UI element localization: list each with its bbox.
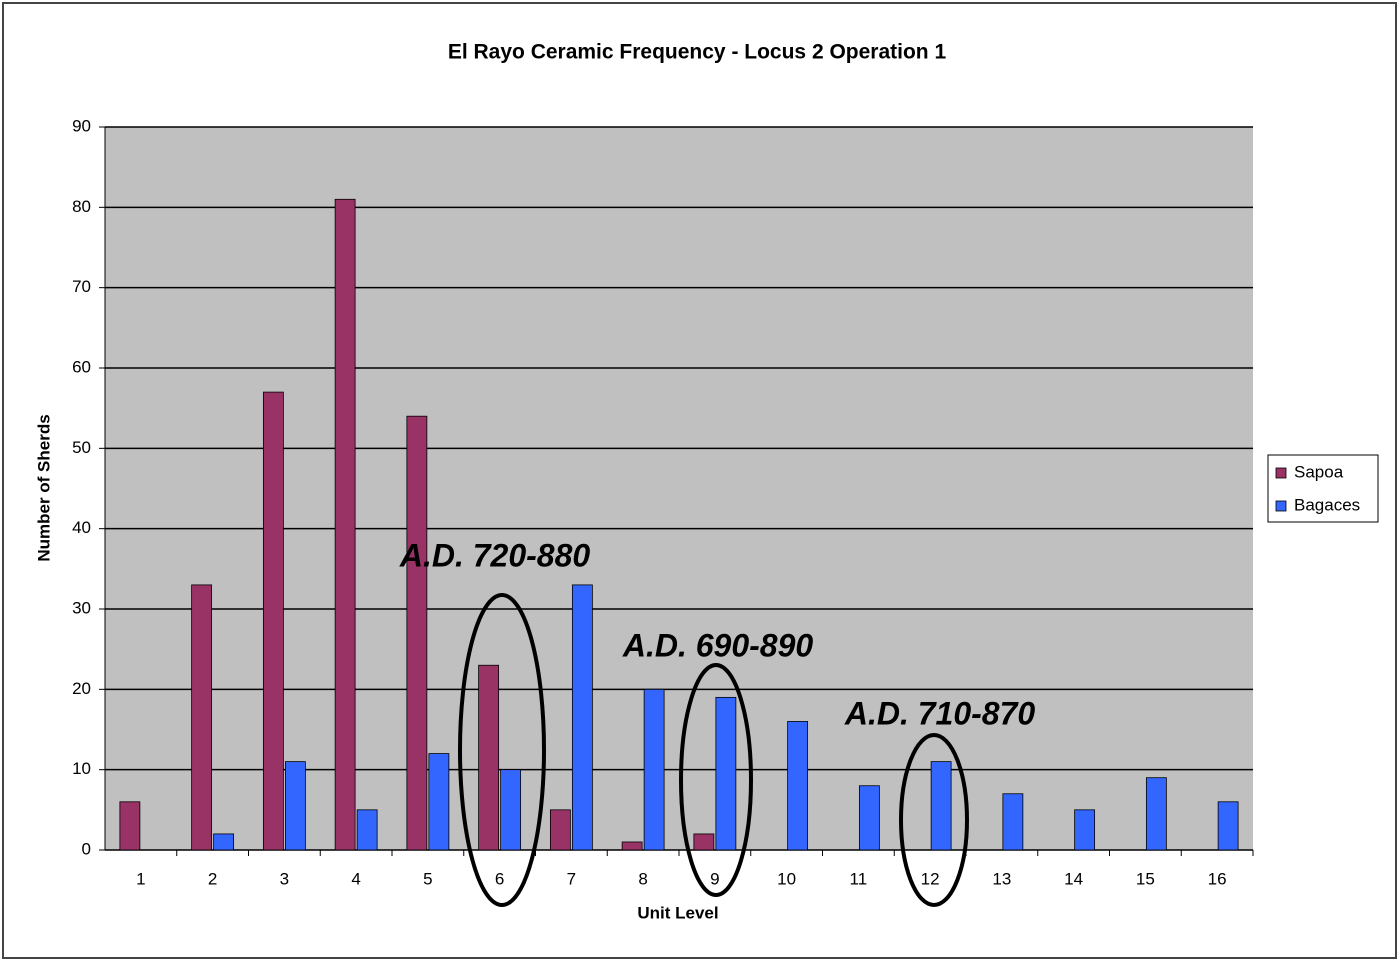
annotation: A.D. 690-890 bbox=[622, 627, 814, 663]
x-tick-label: 12 bbox=[921, 869, 940, 888]
y-tick-label: 30 bbox=[72, 598, 91, 617]
annotation: A.D. 720-880 bbox=[399, 537, 591, 573]
x-tick-label: 7 bbox=[567, 869, 576, 888]
annotation-ellipse bbox=[679, 663, 753, 897]
x-tick-label: 10 bbox=[777, 869, 796, 888]
bar bbox=[715, 696, 737, 851]
x-tick-label: 6 bbox=[495, 869, 504, 888]
x-tick-label: 2 bbox=[208, 869, 217, 888]
x-tick-label: 14 bbox=[1064, 869, 1083, 888]
bar bbox=[262, 391, 284, 851]
y-tick-label: 40 bbox=[72, 518, 91, 537]
legend-swatch bbox=[1275, 500, 1287, 512]
x-tick-label: 3 bbox=[280, 869, 289, 888]
bar bbox=[858, 785, 880, 851]
bar bbox=[1217, 801, 1239, 851]
x-tick-label: 11 bbox=[850, 869, 868, 888]
bar bbox=[571, 584, 593, 851]
y-tick-label: 80 bbox=[72, 197, 91, 216]
y-tick-label: 10 bbox=[72, 759, 91, 778]
annotation-ellipse bbox=[458, 593, 546, 907]
bar bbox=[930, 761, 952, 851]
plot-area bbox=[105, 127, 1253, 850]
y-tick-label: 20 bbox=[72, 679, 91, 698]
bar bbox=[334, 198, 356, 851]
x-tick-label: 13 bbox=[992, 869, 1011, 888]
y-axis-label: Number of Sherds bbox=[34, 414, 53, 561]
annotation-ellipse bbox=[899, 733, 969, 907]
bar bbox=[1002, 793, 1024, 851]
bar bbox=[119, 801, 141, 851]
bar bbox=[428, 753, 450, 851]
bar bbox=[478, 664, 500, 851]
chart-title: El Rayo Ceramic Frequency - Locus 2 Oper… bbox=[448, 41, 947, 64]
y-tick-label: 90 bbox=[72, 116, 91, 135]
bar bbox=[693, 833, 715, 851]
x-axis-label: Unit Level bbox=[637, 903, 718, 922]
x-tick-label: 9 bbox=[710, 869, 719, 888]
legend-label: Sapoa bbox=[1294, 462, 1344, 481]
bar bbox=[500, 769, 522, 851]
x-tick-label: 16 bbox=[1208, 869, 1227, 888]
bar bbox=[356, 809, 378, 851]
y-tick-label: 60 bbox=[72, 357, 91, 376]
bar bbox=[213, 833, 235, 851]
legend-label: Bagaces bbox=[1294, 495, 1360, 514]
x-tick-label: 5 bbox=[423, 869, 432, 888]
bar bbox=[1074, 809, 1096, 851]
bar bbox=[1145, 777, 1167, 851]
y-tick-label: 70 bbox=[72, 277, 91, 296]
bar bbox=[406, 415, 428, 851]
bar bbox=[621, 841, 643, 851]
bar bbox=[643, 688, 665, 851]
bar bbox=[191, 584, 213, 851]
bar bbox=[787, 721, 809, 851]
x-tick-label: 15 bbox=[1136, 869, 1155, 888]
bar bbox=[549, 809, 571, 851]
x-tick-label: 4 bbox=[351, 869, 360, 888]
legend-swatch bbox=[1275, 467, 1287, 479]
x-tick-label: 1 bbox=[136, 869, 145, 888]
y-tick-label: 0 bbox=[82, 839, 91, 858]
bar bbox=[284, 761, 306, 851]
y-tick-label: 50 bbox=[72, 438, 91, 457]
annotation: A.D. 710-870 bbox=[844, 695, 1036, 731]
x-tick-label: 8 bbox=[638, 869, 647, 888]
